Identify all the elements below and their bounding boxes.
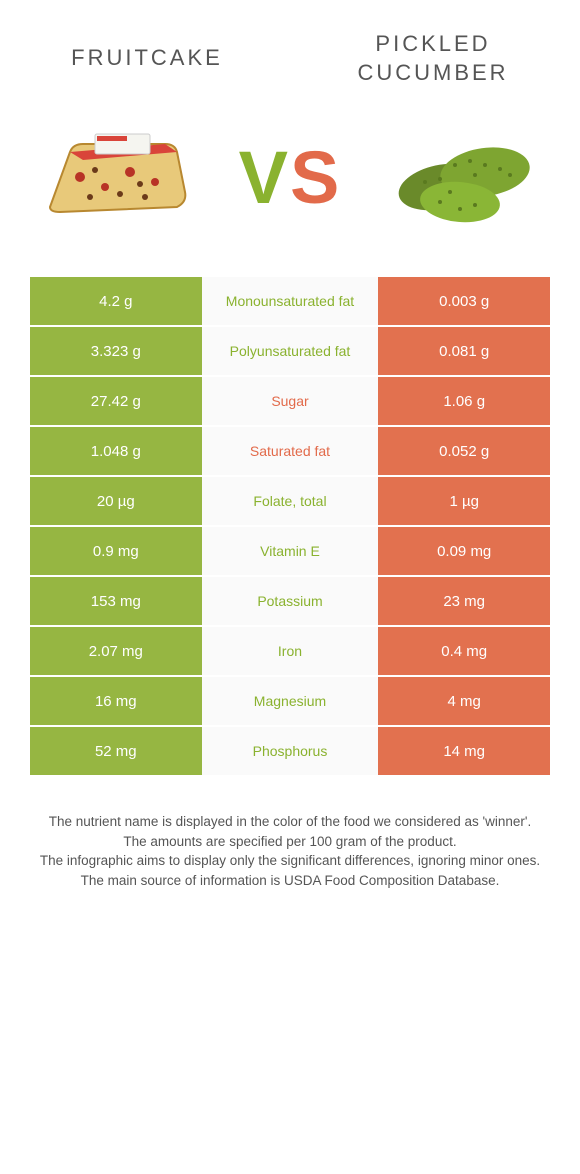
pickle-image <box>380 112 550 242</box>
nutrient-label-cell: Monounsaturated fat <box>202 277 379 325</box>
table-row: 4.2 gMonounsaturated fat0.003 g <box>30 277 550 325</box>
table-row: 153 mgPotassium23 mg <box>30 577 550 625</box>
vs-v: V <box>239 136 290 219</box>
footer-line: The main source of information is USDA F… <box>30 871 550 891</box>
fruitcake-icon <box>35 122 195 232</box>
table-row: 52 mgPhosphorus14 mg <box>30 727 550 775</box>
table-row: 16 mgMagnesium4 mg <box>30 677 550 725</box>
nutrient-label-cell: Sugar <box>202 377 379 425</box>
vs-label: VS <box>239 135 342 220</box>
right-value-cell: 0.003 g <box>378 277 550 325</box>
left-value-cell: 4.2 g <box>30 277 202 325</box>
table-row: 2.07 mgIron0.4 mg <box>30 627 550 675</box>
left-value-cell: 16 mg <box>30 677 202 725</box>
pickle-icon <box>385 117 545 237</box>
images-row: VS <box>30 112 550 242</box>
table-row: 0.9 mgVitamin E0.09 mg <box>30 527 550 575</box>
nutrient-label-cell: Magnesium <box>202 677 379 725</box>
left-value-cell: 1.048 g <box>30 427 202 475</box>
vs-s: S <box>290 136 341 219</box>
footer-line: The infographic aims to display only the… <box>30 851 550 871</box>
nutrient-label-cell: Folate, total <box>202 477 379 525</box>
footer-line: The nutrient name is displayed in the co… <box>30 812 550 832</box>
nutrient-label-cell: Saturated fat <box>202 427 379 475</box>
nutrient-label-cell: Phosphorus <box>202 727 379 775</box>
left-value-cell: 2.07 mg <box>30 627 202 675</box>
left-food-title: Fruitcake <box>30 44 264 73</box>
right-value-cell: 0.09 mg <box>378 527 550 575</box>
right-value-cell: 23 mg <box>378 577 550 625</box>
table-row: 3.323 gPolyunsaturated fat0.081 g <box>30 327 550 375</box>
right-food-title: Pickled cucumber <box>316 30 550 87</box>
footer-notes: The nutrient name is displayed in the co… <box>30 812 550 890</box>
right-value-cell: 0.052 g <box>378 427 550 475</box>
left-value-cell: 20 µg <box>30 477 202 525</box>
left-value-cell: 3.323 g <box>30 327 202 375</box>
fruitcake-image <box>30 112 200 242</box>
right-value-cell: 4 mg <box>378 677 550 725</box>
footer-line: The amounts are specified per 100 gram o… <box>30 832 550 852</box>
right-value-cell: 0.4 mg <box>378 627 550 675</box>
right-value-cell: 14 mg <box>378 727 550 775</box>
nutrient-label-cell: Iron <box>202 627 379 675</box>
right-value-cell: 1 µg <box>378 477 550 525</box>
left-value-cell: 52 mg <box>30 727 202 775</box>
left-value-cell: 153 mg <box>30 577 202 625</box>
nutrient-label-cell: Potassium <box>202 577 379 625</box>
nutrient-label-cell: Polyunsaturated fat <box>202 327 379 375</box>
nutrient-label-cell: Vitamin E <box>202 527 379 575</box>
nutrient-table: 4.2 gMonounsaturated fat0.003 g3.323 gPo… <box>30 277 550 777</box>
table-row: 20 µgFolate, total1 µg <box>30 477 550 525</box>
header: Fruitcake Pickled cucumber <box>30 30 550 87</box>
right-value-cell: 0.081 g <box>378 327 550 375</box>
left-value-cell: 0.9 mg <box>30 527 202 575</box>
left-value-cell: 27.42 g <box>30 377 202 425</box>
right-value-cell: 1.06 g <box>378 377 550 425</box>
table-row: 1.048 gSaturated fat0.052 g <box>30 427 550 475</box>
table-row: 27.42 gSugar1.06 g <box>30 377 550 425</box>
